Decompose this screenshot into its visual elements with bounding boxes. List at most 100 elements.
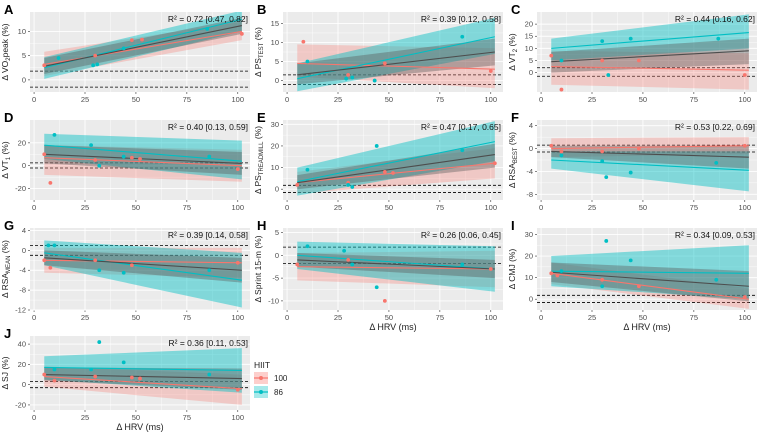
x-tick-label: 100 [232,413,245,422]
data-point-86 [207,372,212,377]
confidence-band-86 [297,241,495,292]
data-point-100 [549,143,554,148]
y-tick-label: -5 [272,274,279,283]
x-tick-label: 100 [739,95,752,104]
data-point-100 [742,295,747,299]
y-tick-label: 0 [22,161,26,170]
y-tick-label: 10 [271,38,279,47]
data-point-86 [52,132,57,137]
x-tick-label: 75 [436,95,444,104]
data-point-86 [600,284,605,289]
y-tick-label: 0 [22,246,26,255]
data-point-86 [46,243,51,248]
x-tick-label: 75 [690,313,698,322]
r2-annotation: R² = 0.36 [0.11, 0.53] [169,338,248,348]
y-tick-label: 0 [529,295,533,304]
fit-line-all [44,373,242,380]
x-tick-label: 25 [81,413,89,422]
y-tick-label: 10 [271,163,279,172]
legend-label-86: 86 [274,388,283,397]
data-point-86 [716,36,721,41]
r2-annotation: R² = 0.47 [0.17, 0.65] [421,122,501,132]
data-point-100 [636,284,641,289]
data-point-100 [382,298,387,303]
y-tick-label: 0 [275,251,279,260]
y-tick-label: 40 [18,340,26,349]
data-point-100 [235,260,240,265]
data-point-100 [382,169,387,174]
x-axis-label: Δ HRV (ms) [623,322,670,332]
x-tick-label: 100 [739,313,752,322]
panel-background [283,120,503,200]
y-tick-label: 30 [525,230,533,239]
fit-layer [549,14,749,92]
data-point-100 [559,87,564,92]
x-tick-label: 25 [588,203,596,212]
x-tick-label: 100 [485,203,498,212]
fit-layer [295,241,495,303]
data-point-86 [350,185,355,189]
data-point-100 [42,152,47,157]
x-tick-label: 75 [690,203,698,212]
confidence-band-all [44,145,242,175]
x-tick-label: 25 [81,203,89,212]
data-point-100 [93,258,98,263]
data-point-86 [56,56,61,60]
data-point-100 [48,180,53,185]
data-point-100 [129,38,134,43]
y-tick-label: 0 [529,68,533,77]
y-tick-label: -8 [526,190,533,199]
y-tick-label: 20 [525,20,533,29]
fit-line-86 [297,36,495,80]
data-point-100 [129,263,134,268]
data-point-100 [138,376,142,381]
panel-letter: D [4,110,13,125]
data-point-100 [600,58,605,63]
data-point-86 [346,182,351,187]
confidence-band-all [44,367,242,390]
r2-annotation: R² = 0.53 [0.22, 0.69] [675,122,755,132]
data-point-100 [235,167,240,172]
panel-H: 0 25 50 75 100 -10 -5 0 5 R² = 0.26 [0.06, 0.45] H… [253,218,503,332]
data-point-86 [205,27,210,31]
data-point-100 [140,37,144,42]
panel-letter: G [4,218,14,233]
data-point-86 [606,73,611,77]
data-point-100 [382,61,387,66]
fit-line-100 [44,30,242,65]
data-point-86 [374,144,379,148]
data-point-86 [305,244,310,249]
x-tick-label: 50 [132,413,140,422]
y-tick-label: -4 [526,167,533,176]
y-tick-label: -12 [15,306,26,315]
fit-line-86 [297,254,495,270]
fit-line-86 [44,252,242,281]
data-point-100 [129,155,134,160]
panel-background [537,228,757,310]
x-tick-label: 25 [334,95,342,104]
panel-letter: C [511,2,521,17]
fit-line-100 [44,259,242,264]
legend-key-86: 86 [254,386,283,398]
fit-layer [42,12,244,79]
x-tick-label: 25 [334,313,342,322]
panel-background [30,336,250,410]
x-tick-label: 100 [232,313,245,322]
data-point-86 [372,78,377,83]
y-tick-label: 4 [529,121,533,130]
x-tick-label: 0 [32,413,36,422]
legend: HIIT 100 86 [254,360,288,398]
confidence-band-86 [551,14,749,61]
x-tick-label: 25 [81,313,89,322]
x-tick-label: 100 [232,203,245,212]
y-tick-label: 0 [275,76,279,85]
data-point-86 [89,143,94,148]
fit-line-all [297,51,495,76]
fit-line-all [551,50,749,63]
x-tick-label: 100 [485,313,498,322]
x-tick-label: 25 [334,203,342,212]
x-tick-label: 50 [639,95,647,104]
fit-line-all [44,257,242,271]
x-tick-label: 0 [32,203,36,212]
y-tick-label: 15 [525,32,533,41]
